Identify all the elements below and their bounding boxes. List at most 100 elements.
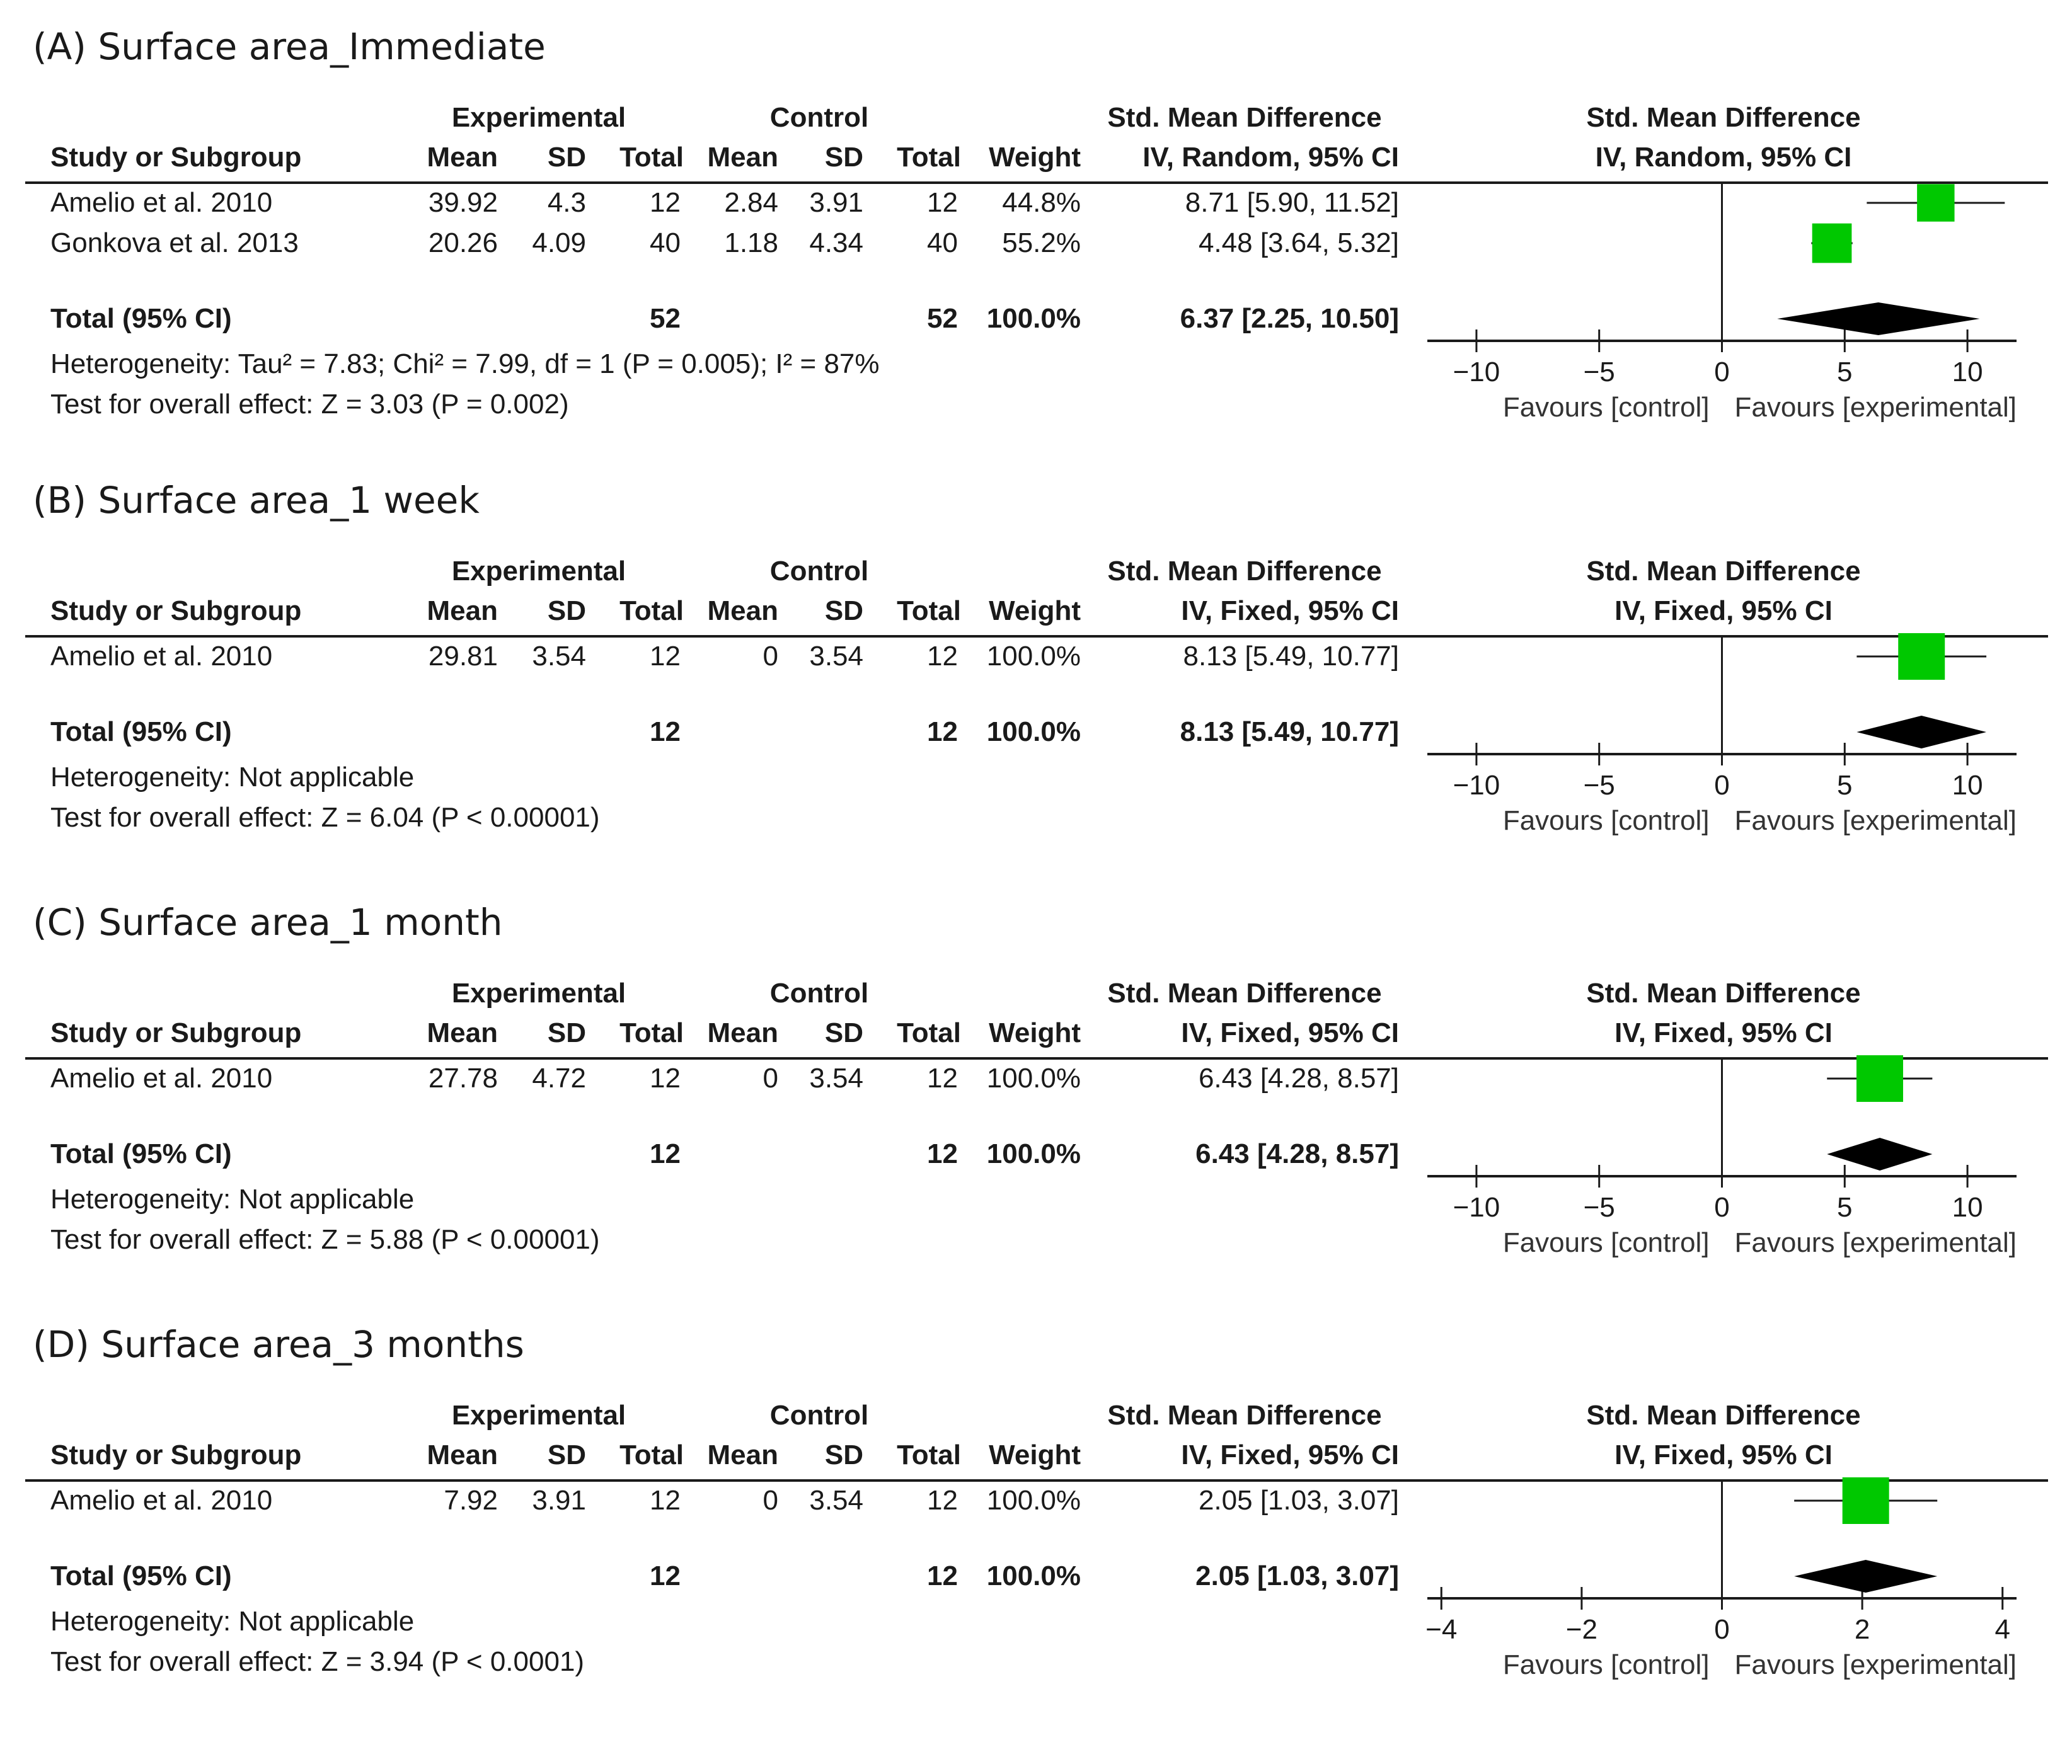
pooled-effect-diamond xyxy=(1856,716,1987,748)
exp-sd: 3.54 xyxy=(532,641,586,672)
x-tick-label: 0 xyxy=(1714,1614,1729,1645)
header-exp-total: Total xyxy=(619,142,684,173)
exp-mean: 39.92 xyxy=(428,187,498,218)
panel-title: (D) Surface area_3 months xyxy=(33,1323,524,1366)
study-weight: 100.0% xyxy=(986,641,1081,672)
header-exp-sd: SD xyxy=(547,142,586,173)
header-rule xyxy=(25,181,2048,184)
study-ci: 8.13 [5.49, 10.77] xyxy=(1183,641,1399,672)
header-exp-mean: Mean xyxy=(427,1440,498,1470)
overall-effect-text: Test for overall effect: Z = 5.88 (P < 0… xyxy=(50,1224,600,1255)
x-tick-label: 2 xyxy=(1855,1614,1870,1645)
study-effect-marker xyxy=(1917,184,1955,222)
favours-control-label: Favours [control] xyxy=(1503,1649,1710,1680)
total-weight: 100.0% xyxy=(986,716,1081,747)
x-tick-label: 5 xyxy=(1837,357,1852,387)
header-ctl-sd: SD xyxy=(824,595,863,626)
x-tick-label: −4 xyxy=(1425,1614,1457,1645)
total-ci: 8.13 [5.49, 10.77] xyxy=(1180,716,1399,747)
study-name: Amelio et al. 2010 xyxy=(50,1063,273,1094)
ctl-total: 12 xyxy=(927,187,958,218)
header-exp-total: Total xyxy=(619,1017,684,1048)
study-effect-marker xyxy=(1856,1055,1904,1102)
header-control: Control xyxy=(769,556,869,587)
total-ctl: 12 xyxy=(927,1561,958,1591)
x-tick-label: 0 xyxy=(1714,770,1729,801)
ctl-mean: 2.84 xyxy=(724,187,778,218)
x-tick-label: 5 xyxy=(1837,770,1852,801)
total-ctl: 12 xyxy=(927,1138,958,1169)
x-tick-label: −5 xyxy=(1584,770,1615,801)
x-tick-label: 10 xyxy=(1952,357,1983,387)
total-weight: 100.0% xyxy=(986,303,1081,334)
header-rule xyxy=(25,1479,2048,1482)
header-smd: Std. Mean Difference xyxy=(1107,102,1382,133)
ctl-total: 12 xyxy=(927,1063,958,1094)
header-method-plot: IV, Fixed, 95% CI xyxy=(1614,595,1833,626)
favours-experimental-label: Favours [experimental] xyxy=(1735,805,2017,836)
header-smd-plot: Std. Mean Difference xyxy=(1586,1400,1861,1431)
forest-panel-d: (D) Surface area_3 months Experimental Con… xyxy=(0,1323,2072,1764)
x-tick-label: −5 xyxy=(1584,357,1615,387)
total-ci: 6.37 [2.25, 10.50] xyxy=(1180,303,1399,334)
exp-mean: 7.92 xyxy=(444,1485,498,1516)
header-method: IV, Fixed, 95% CI xyxy=(1181,1017,1399,1048)
total-weight: 100.0% xyxy=(986,1561,1081,1591)
x-tick-label: 10 xyxy=(1952,1192,1983,1223)
heterogeneity-text: Heterogeneity: Not applicable xyxy=(50,1606,415,1637)
exp-mean: 29.81 xyxy=(428,641,498,672)
header-ctl-total: Total xyxy=(897,1017,961,1048)
exp-total: 12 xyxy=(650,1063,681,1094)
favours-control-label: Favours [control] xyxy=(1503,1227,1710,1258)
panel-title: (A) Surface area_Immediate xyxy=(33,25,546,68)
total-ci: 2.05 [1.03, 3.07] xyxy=(1195,1561,1399,1591)
header-exp-sd: SD xyxy=(547,595,586,626)
exp-sd: 4.72 xyxy=(532,1063,586,1094)
header-ctl-total: Total xyxy=(897,142,961,173)
study-weight: 100.0% xyxy=(986,1063,1081,1094)
header-ctl-total: Total xyxy=(897,595,961,626)
header-experimental: Experimental xyxy=(451,1400,626,1431)
total-exp: 12 xyxy=(650,716,681,747)
header-smd-plot: Std. Mean Difference xyxy=(1586,556,1861,587)
header-exp-sd: SD xyxy=(547,1440,586,1470)
ctl-mean: 1.18 xyxy=(724,227,778,258)
study-ci: 2.05 [1.03, 3.07] xyxy=(1198,1485,1399,1516)
study-weight: 44.8% xyxy=(1002,187,1081,218)
total-exp: 52 xyxy=(650,303,681,334)
header-method: IV, Random, 95% CI xyxy=(1142,142,1399,173)
study-weight: 100.0% xyxy=(986,1485,1081,1516)
study-effect-marker xyxy=(1812,223,1852,263)
header-weight: Weight xyxy=(989,595,1081,626)
header-ctl-sd: SD xyxy=(824,142,863,173)
heterogeneity-text: Heterogeneity: Tau² = 7.83; Chi² = 7.99,… xyxy=(50,348,880,379)
exp-total: 12 xyxy=(650,641,681,672)
ctl-total: 40 xyxy=(927,227,958,258)
header-method-plot: IV, Random, 95% CI xyxy=(1595,142,1852,173)
exp-total: 40 xyxy=(650,227,681,258)
total-label: Total (95% CI) xyxy=(50,716,232,747)
ctl-sd: 3.91 xyxy=(809,187,863,218)
header-weight: Weight xyxy=(989,142,1081,173)
total-ctl: 12 xyxy=(927,716,958,747)
header-ctl-mean: Mean xyxy=(707,595,778,626)
header-experimental: Experimental xyxy=(451,102,626,133)
header-ctl-sd: SD xyxy=(824,1440,863,1470)
header-weight: Weight xyxy=(989,1440,1081,1470)
header-control: Control xyxy=(769,978,869,1009)
x-tick-label: −10 xyxy=(1453,357,1500,387)
header-smd: Std. Mean Difference xyxy=(1107,1400,1382,1431)
total-label: Total (95% CI) xyxy=(50,1561,232,1591)
x-tick-label: 0 xyxy=(1714,357,1729,387)
forest-panel-a: (A) Surface area_Immediate Experimental Co… xyxy=(0,25,2072,466)
header-exp-mean: Mean xyxy=(427,1017,498,1048)
header-exp-mean: Mean xyxy=(427,142,498,173)
header-rule xyxy=(25,1057,2048,1060)
ctl-total: 12 xyxy=(927,1485,958,1516)
study-name: Amelio et al. 2010 xyxy=(50,641,273,672)
header-weight: Weight xyxy=(989,1017,1081,1048)
ctl-sd: 4.34 xyxy=(809,227,863,258)
x-tick-label: 0 xyxy=(1714,1192,1729,1223)
favours-control-label: Favours [control] xyxy=(1503,392,1710,423)
forest-plot-area: −10 −5 0 5 10 Favours [control] Favours [exper… xyxy=(1427,1055,2017,1258)
